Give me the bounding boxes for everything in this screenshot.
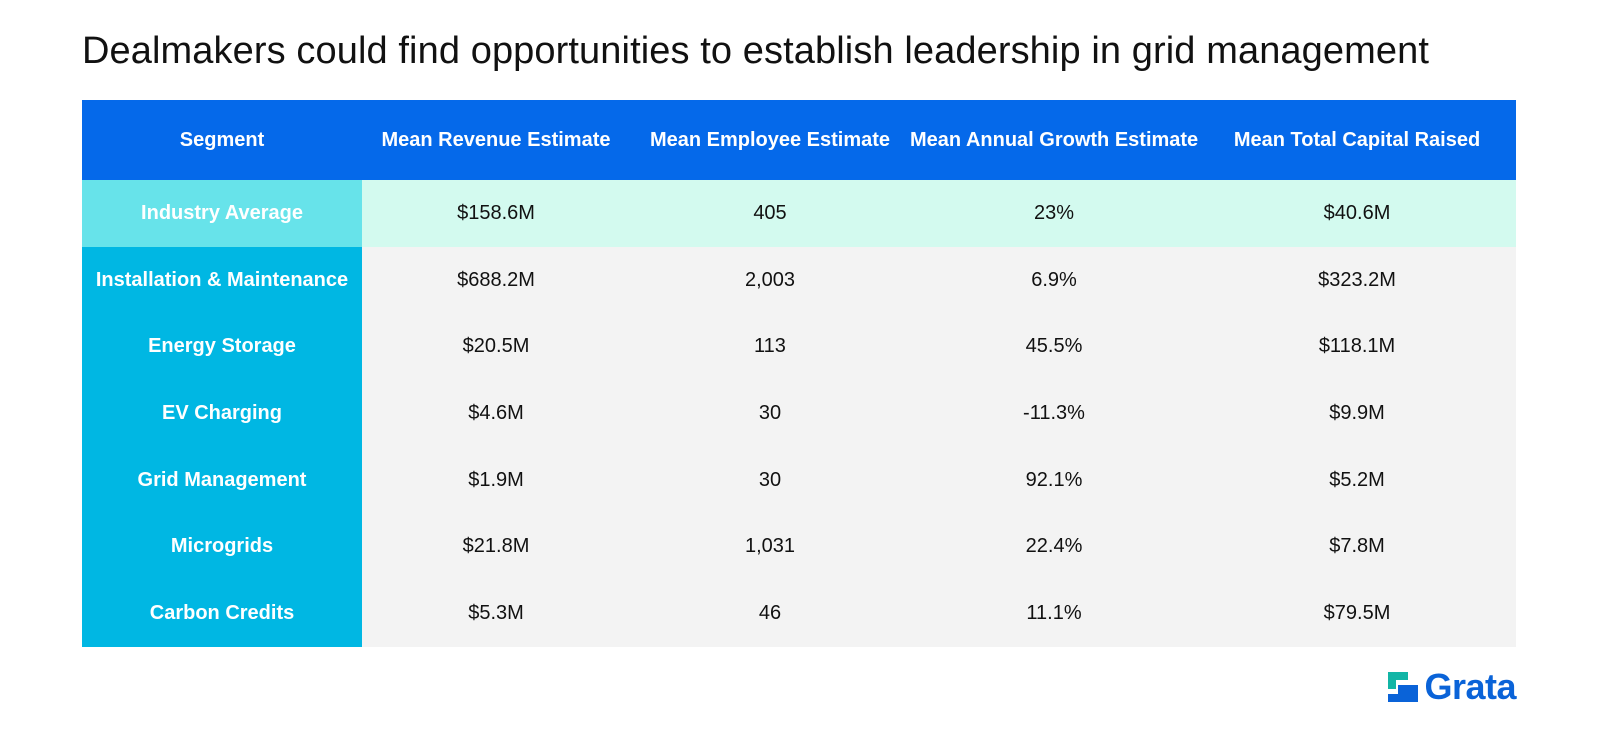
grata-logo: Grata — [1388, 668, 1516, 706]
table-row-industry-average: Industry Average $158.6M 405 23% $40.6M — [82, 180, 1516, 247]
segment-cell: Industry Average — [82, 180, 362, 247]
growth-cell: 22.4% — [910, 513, 1198, 581]
table-row-grid-management: Grid Management $1.9M 30 92.1% $5.2M — [82, 446, 1516, 514]
revenue-cell: $1.9M — [362, 446, 630, 514]
employees-cell: 2,003 — [630, 246, 910, 314]
revenue-cell: $5.3M — [362, 580, 630, 647]
segment-comparison-table: Segment Mean Revenue Estimate Mean Emplo… — [82, 100, 1516, 647]
revenue-cell: $158.6M — [362, 180, 630, 247]
table-row-microgrids: Microgrids $21.8M 1,031 22.4% $7.8M — [82, 513, 1516, 581]
table-row-carbon-credits: Carbon Credits $5.3M 46 11.1% $79.5M — [82, 580, 1516, 647]
capital-cell: $79.5M — [1198, 580, 1516, 647]
segment-cell: Energy Storage — [82, 313, 362, 381]
employees-cell: 30 — [630, 380, 910, 447]
segment-cell: Grid Management — [82, 446, 362, 514]
column-header-segment: Segment — [82, 100, 362, 180]
employees-cell: 1,031 — [630, 513, 910, 581]
chart-title: Dealmakers could find opportunities to e… — [82, 30, 1430, 72]
table-row-ev-charging: EV Charging $4.6M 30 -11.3% $9.9M — [82, 380, 1516, 447]
table-body: Industry Average $158.6M 405 23% $40.6M … — [82, 180, 1516, 647]
employees-cell: 46 — [630, 580, 910, 647]
capital-cell: $40.6M — [1198, 180, 1516, 247]
capital-cell: $5.2M — [1198, 446, 1516, 514]
brand-name: Grata — [1424, 666, 1516, 707]
revenue-cell: $21.8M — [362, 513, 630, 581]
capital-cell: $323.2M — [1198, 246, 1516, 314]
segment-cell: Installation & Maintenance — [82, 246, 362, 314]
growth-cell: 6.9% — [910, 246, 1198, 314]
table-row-energy-storage: Energy Storage $20.5M 113 45.5% $118.1M — [82, 313, 1516, 381]
growth-cell: 11.1% — [910, 580, 1198, 647]
capital-cell: $9.9M — [1198, 380, 1516, 447]
growth-cell: -11.3% — [910, 380, 1198, 447]
grata-logo-icon — [1388, 672, 1419, 702]
column-header-growth: Mean Annual Growth Estimate — [910, 100, 1198, 180]
employees-cell: 113 — [630, 313, 910, 381]
column-header-capital: Mean Total Capital Raised — [1198, 100, 1516, 180]
employees-cell: 405 — [630, 180, 910, 247]
growth-cell: 23% — [910, 180, 1198, 247]
revenue-cell: $20.5M — [362, 313, 630, 381]
growth-cell: 92.1% — [910, 446, 1198, 514]
capital-cell: $7.8M — [1198, 513, 1516, 581]
capital-cell: $118.1M — [1198, 313, 1516, 381]
revenue-cell: $4.6M — [362, 380, 630, 447]
segment-cell: Carbon Credits — [82, 580, 362, 647]
segment-cell: EV Charging — [82, 380, 362, 447]
segment-cell: Microgrids — [82, 513, 362, 581]
table-row-installation-maintenance: Installation & Maintenance $688.2M 2,003… — [82, 246, 1516, 314]
table-header-row: Segment Mean Revenue Estimate Mean Emplo… — [82, 100, 1516, 180]
growth-cell: 45.5% — [910, 313, 1198, 381]
column-header-revenue: Mean Revenue Estimate — [362, 100, 630, 180]
revenue-cell: $688.2M — [362, 246, 630, 314]
column-header-employees: Mean Employee Estimate — [630, 100, 910, 180]
employees-cell: 30 — [630, 446, 910, 514]
